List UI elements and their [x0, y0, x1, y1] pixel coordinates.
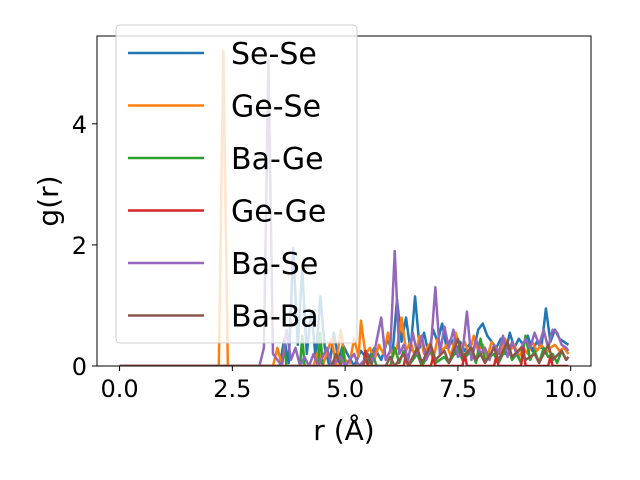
x-tick-label: 2.5 [213, 375, 251, 403]
x-axis-label: r (Å) [313, 413, 374, 447]
legend-box [115, 24, 358, 344]
legend-label: Ge-Se [231, 90, 321, 125]
series-line-ge-se [119, 49, 570, 366]
y-tick-label: 4 [72, 111, 87, 139]
x-axis: 0.0 2.5 5.0 7.5 10.0 [100, 366, 597, 403]
legend-label: Ba-Ge [231, 142, 324, 177]
y-axis-label: g(r) [32, 175, 65, 226]
legend-label: Ba-Ba [231, 300, 319, 335]
series-line-ba-ba [119, 337, 570, 366]
y-tick-label: 2 [72, 232, 87, 260]
legend-label: Se-Se [231, 37, 317, 72]
series-line-ba-se [119, 58, 570, 366]
legend: Se-Se Ge-Se Ba-Ge Ge-Ge Ba-Se Ba-Ba [115, 24, 358, 344]
y-axis: 0 2 4 [72, 111, 97, 381]
legend-label: Ba-Se [231, 247, 318, 282]
y-tick-label: 0 [72, 353, 87, 381]
legend-label: Ge-Ge [231, 195, 326, 230]
x-tick-label: 0.0 [100, 375, 138, 403]
x-tick-label: 5.0 [326, 375, 364, 403]
x-tick-label: 7.5 [439, 375, 477, 403]
x-tick-label: 10.0 [544, 375, 597, 403]
